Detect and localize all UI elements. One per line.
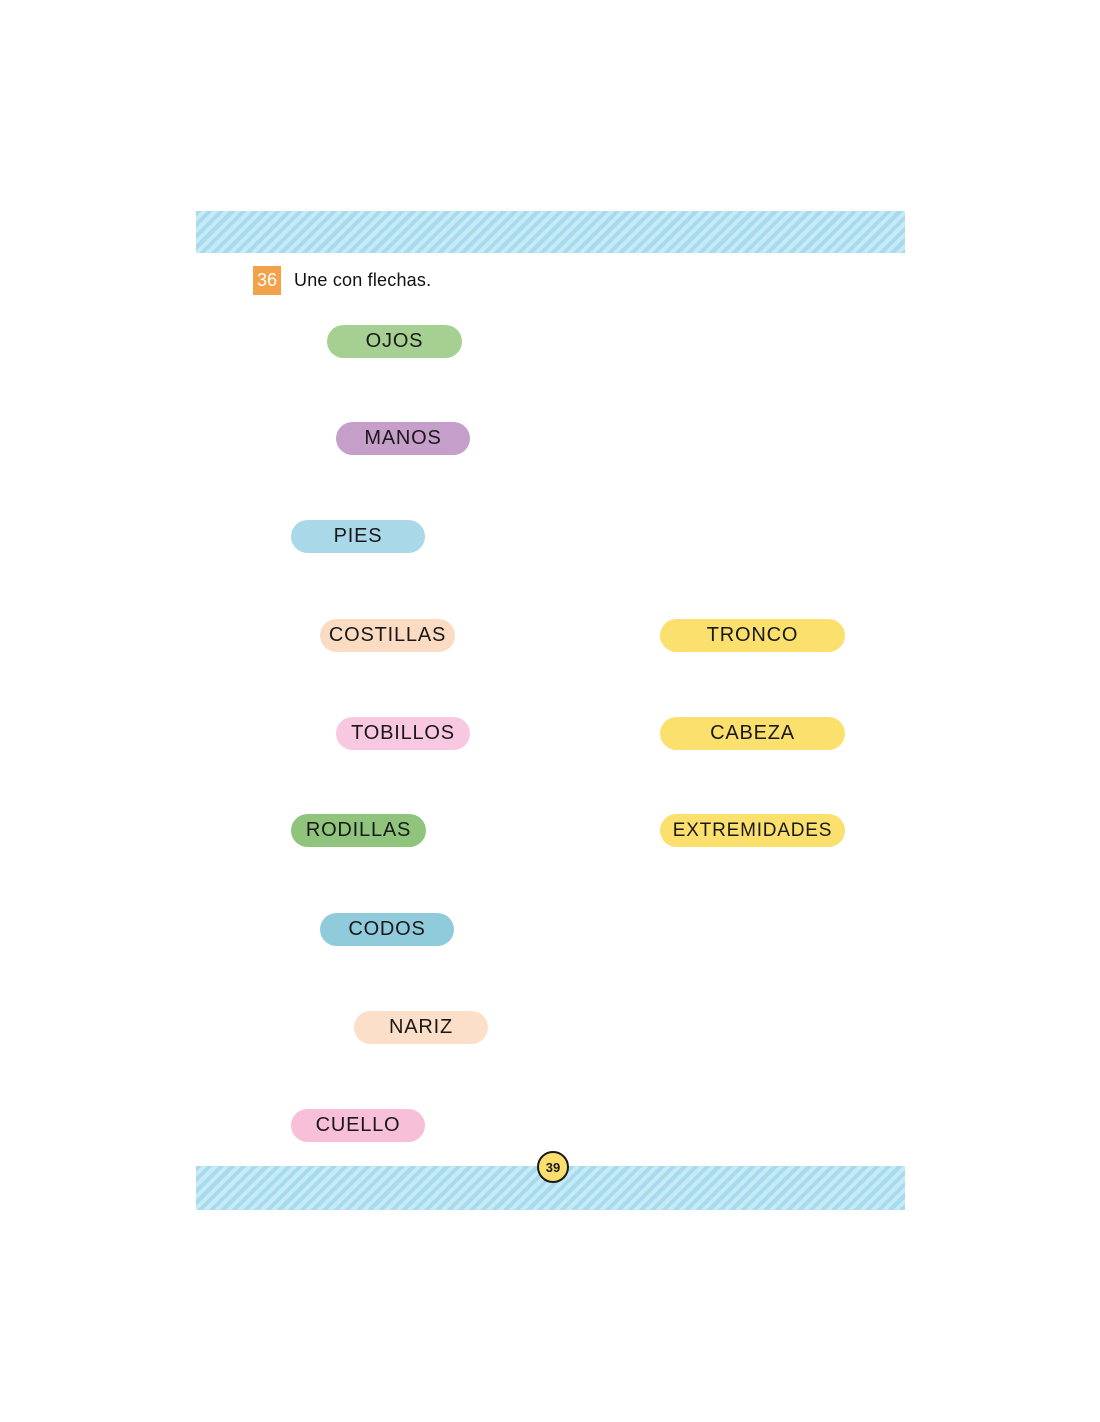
page-number-badge: 39 [537,1151,569,1183]
pill-ojos: OJOS [327,325,462,358]
instruction-text: Une con flechas. [294,270,432,290]
exercise-number-badge: 36 [253,266,281,295]
pill-cuello: CUELLO [291,1109,425,1142]
exercise-header: 36 Une con flechas. [253,266,431,295]
pill-cabeza: CABEZA [660,717,845,750]
pill-nariz: NARIZ [354,1011,488,1044]
pill-extremidades: EXTREMIDADES [660,814,845,847]
pill-manos: MANOS [336,422,470,455]
pill-codos: CODOS [320,913,454,946]
pill-rodillas: RODILLAS [291,814,426,847]
pill-pies: PIES [291,520,425,553]
pill-tobillos: TOBILLOS [336,717,470,750]
pill-costillas: COSTILLAS [320,619,455,652]
top-stripe-banner [196,211,905,253]
pill-tronco: TRONCO [660,619,845,652]
